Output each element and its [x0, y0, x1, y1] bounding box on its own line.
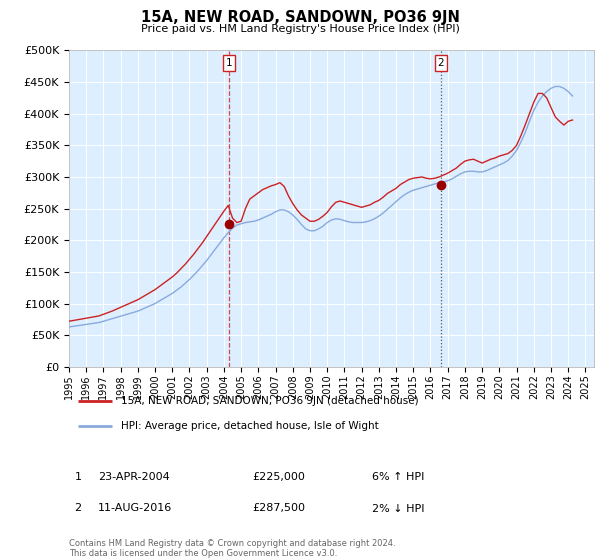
Text: 1: 1 — [74, 472, 82, 482]
Text: Contains HM Land Registry data © Crown copyright and database right 2024.
This d: Contains HM Land Registry data © Crown c… — [69, 539, 395, 558]
Text: £287,500: £287,500 — [252, 503, 305, 514]
Text: 2: 2 — [74, 503, 82, 514]
Text: 6% ↑ HPI: 6% ↑ HPI — [372, 472, 424, 482]
Text: 23-APR-2004: 23-APR-2004 — [98, 472, 170, 482]
Text: 15A, NEW ROAD, SANDOWN, PO36 9JN: 15A, NEW ROAD, SANDOWN, PO36 9JN — [140, 10, 460, 25]
Text: Price paid vs. HM Land Registry's House Price Index (HPI): Price paid vs. HM Land Registry's House … — [140, 24, 460, 34]
Text: 15A, NEW ROAD, SANDOWN, PO36 9JN (detached house): 15A, NEW ROAD, SANDOWN, PO36 9JN (detach… — [121, 396, 418, 407]
Text: 1: 1 — [226, 58, 232, 68]
Text: £225,000: £225,000 — [252, 472, 305, 482]
Text: HPI: Average price, detached house, Isle of Wight: HPI: Average price, detached house, Isle… — [121, 421, 379, 431]
Text: 11-AUG-2016: 11-AUG-2016 — [98, 503, 172, 514]
Text: 2% ↓ HPI: 2% ↓ HPI — [372, 503, 425, 514]
Text: 2: 2 — [437, 58, 444, 68]
